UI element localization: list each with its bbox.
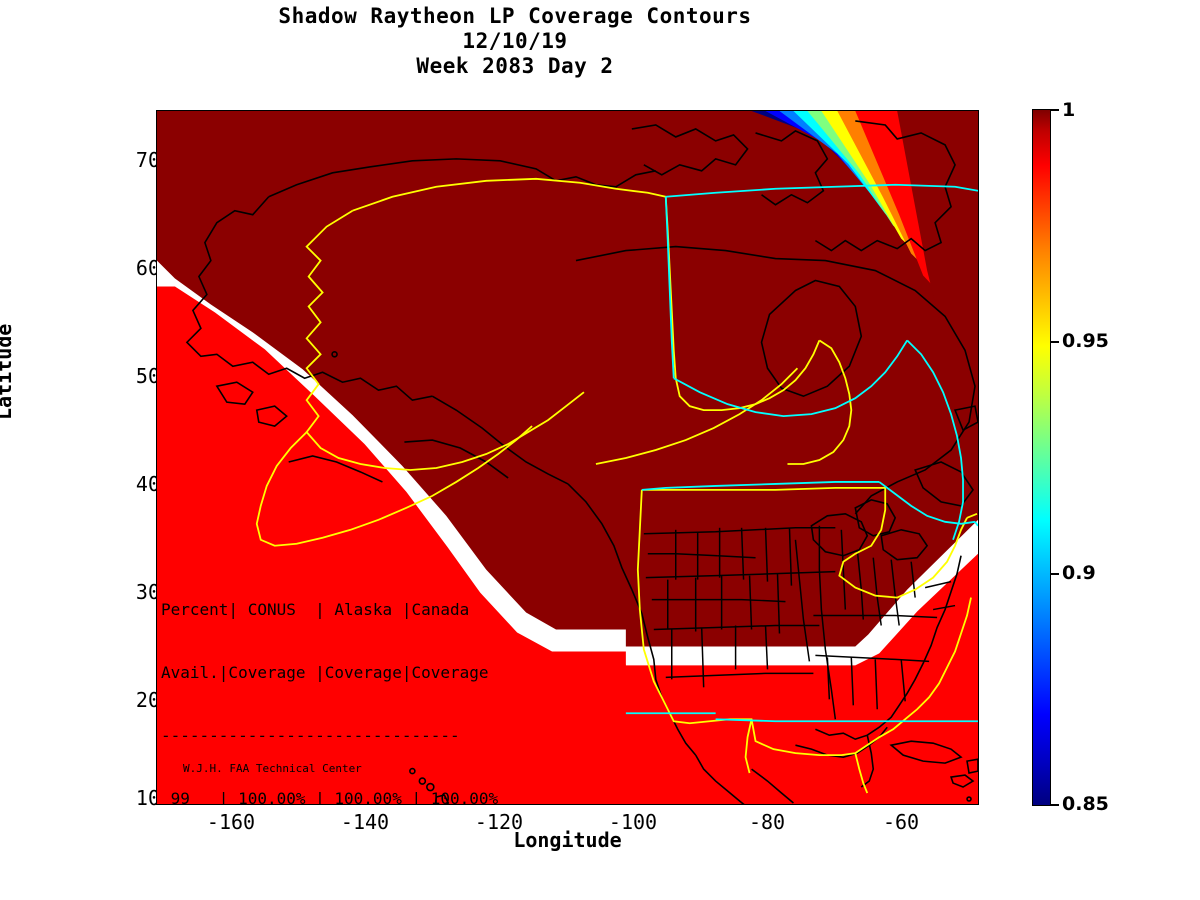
x-tick-label-60: -60 <box>882 810 920 834</box>
colorbar[interactable] <box>1032 109 1051 806</box>
x-tick-label-80: -80 <box>748 810 786 834</box>
title-line-2: 12/10/19 <box>462 29 568 53</box>
table-row: 99 | 100.00% | 100.00% | 100.00% <box>161 789 499 805</box>
y-tick-label-30: 30 <box>135 580 160 604</box>
arctic-falloff-bands <box>751 111 978 411</box>
x-tick-label-100: -100 <box>608 810 658 834</box>
coverage-map <box>157 111 978 804</box>
x-tick-label-140: -140 <box>340 810 390 834</box>
alaska-service-volume-boundary <box>255 177 853 547</box>
title-line-1: Shadow Raytheon LP Coverage Contours <box>278 4 752 28</box>
credit-line-1: W.J.H. FAA Technical Center <box>183 762 362 775</box>
table-header-line-1: Percent| CONUS | Alaska |Canada <box>161 600 470 619</box>
coastlines <box>185 120 978 804</box>
y-tick-label-50: 50 <box>135 364 160 388</box>
x-tick-label-160: -160 <box>206 810 256 834</box>
colorbar-tick-1 <box>1051 109 1059 111</box>
credit-text: W.J.H. FAA Technical Center WAAS Test Te… <box>183 734 362 805</box>
colorbar-label-085: 0.85 <box>1062 793 1109 815</box>
colorbar-label-1: 1 <box>1062 99 1076 121</box>
y-tick-label-40: 40 <box>135 472 160 496</box>
table-rule: ------------------------------- <box>161 726 460 745</box>
coverage-summary-table: Percent| CONUS | Alaska |Canada Avail.|C… <box>161 557 499 805</box>
y-axis-label: Latitude <box>0 323 16 420</box>
title-line-3: Week 2083 Day 2 <box>416 54 614 78</box>
colorbar-tick-085 <box>1051 804 1059 806</box>
conus-service-volume-boundary <box>636 487 978 794</box>
colorbar-tick-09 <box>1051 573 1059 575</box>
x-axis-label: Longitude <box>513 828 622 852</box>
colorbar-label-095: 0.95 <box>1062 330 1109 352</box>
credit-line-2: WAAS Test Team <box>183 804 362 805</box>
y-tick-label-10: 10 <box>135 786 160 810</box>
map-plot-area[interactable]: Percent| CONUS | Alaska |Canada Avail.|C… <box>156 110 979 805</box>
colorbar-gradient <box>1033 110 1050 805</box>
x-tick-label-120: -120 <box>474 810 524 834</box>
canada-service-volume-boundary <box>625 183 978 723</box>
colorbar-tick-095 <box>1051 341 1059 343</box>
y-tick-label-70: 70 <box>135 148 160 172</box>
table-header-line-2: Avail.|Coverage |Coverage|Coverage <box>161 663 489 682</box>
figure-title: Shadow Raytheon LP Coverage Contours 12/… <box>0 4 1030 79</box>
colorbar-label-09: 0.9 <box>1062 562 1096 584</box>
y-tick-label-20: 20 <box>135 688 160 712</box>
state-boundaries <box>643 525 956 720</box>
coverage-contour-bands <box>157 111 978 804</box>
y-tick-label-60: 60 <box>135 256 160 280</box>
